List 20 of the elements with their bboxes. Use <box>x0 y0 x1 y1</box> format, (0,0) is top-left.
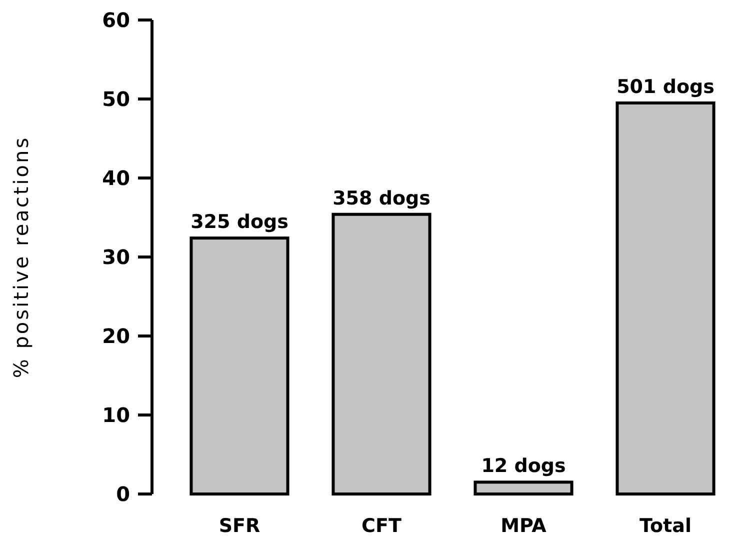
annotation: 12 dogs <box>481 455 566 478</box>
y-tick-label: 30 <box>102 245 130 269</box>
y-tick-label: 50 <box>102 87 130 111</box>
y-tick-label: 10 <box>102 403 130 427</box>
y-tick-label: 0 <box>116 482 130 506</box>
annotation: 325 dogs <box>190 211 288 234</box>
bar <box>332 212 432 496</box>
y-tick-label: 20 <box>102 324 130 348</box>
y-tick-label: 40 <box>102 166 130 190</box>
x-tick-label: Total <box>640 515 692 537</box>
annotation: 501 dogs <box>616 76 714 98</box>
bar <box>190 236 290 496</box>
x-tick-label: CFT <box>362 515 402 537</box>
x-tick-label: MPA <box>500 515 547 537</box>
x-tick-label: SFR <box>218 515 260 537</box>
bar <box>474 480 574 496</box>
annotation: 358 dogs <box>332 187 430 210</box>
bar <box>616 101 716 496</box>
y-tick-label: 60 <box>102 8 130 32</box>
y-axis-title: % positive reactions <box>9 136 33 378</box>
